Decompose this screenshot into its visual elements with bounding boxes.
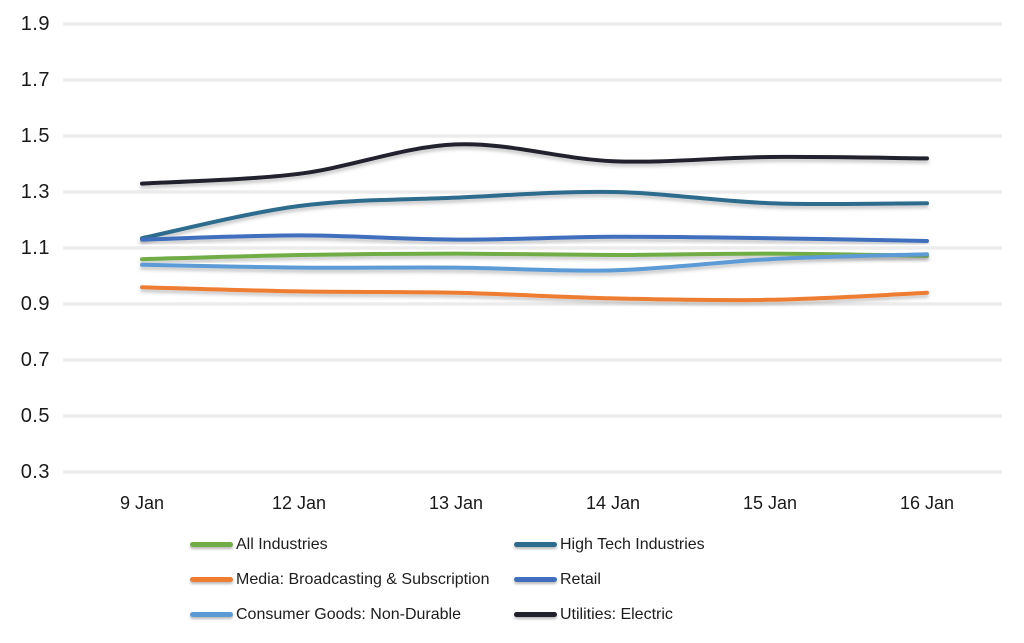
y-axis-tick-label: 1.3	[20, 181, 50, 203]
legend-label: Media: Broadcasting & Subscription	[236, 570, 490, 588]
gridlines	[63, 22, 1002, 474]
x-axis-tick-label: 13 Jan	[428, 493, 484, 513]
legend-swatch-utilities-electric	[514, 612, 557, 617]
y-axis-tick-label: 1.9	[20, 13, 50, 35]
legend-item-high-tech-industries: High Tech Industries	[514, 536, 705, 554]
series-line-utilities-electric	[140, 142, 929, 186]
x-axis-tick-label: 15 Jan	[742, 493, 798, 513]
series-line-high-tech-industries	[140, 189, 929, 241]
x-axis-tick-label: 14 Jan	[585, 493, 641, 513]
legend-label: Retail	[560, 570, 601, 588]
x-axis-tick-label: 16 Jan	[899, 493, 955, 513]
y-axis-tick-label: 1.5	[20, 125, 50, 147]
y-axis-tick-label: 0.5	[20, 405, 50, 427]
legend: All Industries Media: Broadcasting & Subs…	[190, 527, 705, 632]
legend-swatch-all-industries	[190, 542, 233, 547]
legend-label: Consumer Goods: Non-Durable	[236, 605, 461, 623]
y-axis-tick-label: 0.7	[20, 349, 50, 371]
y-axis-tick-label: 0.9	[20, 293, 50, 315]
legend-item-media-broadcasting-subscription: Media: Broadcasting & Subscription	[190, 571, 514, 589]
legend-item-retail: Retail	[514, 571, 705, 589]
y-axis-tick-label: 0.3	[20, 461, 50, 483]
legend-item-consumer-goods-non-durable: Consumer Goods: Non-Durable	[190, 606, 514, 624]
x-axis-tick-label: 9 Jan	[119, 493, 165, 513]
legend-item-all-industries: All Industries	[190, 536, 514, 554]
legend-swatch-retail	[514, 577, 557, 582]
legend-swatch-media-broadcasting-subscription	[190, 577, 233, 582]
legend-swatch-consumer-goods-non-durable	[190, 612, 233, 617]
series-line-media-broadcasting-subscription	[140, 285, 929, 303]
legend-swatch-high-tech-industries	[514, 542, 557, 547]
series-line-consumer-goods-non-durable	[140, 252, 929, 273]
legend-item-utilities-electric: Utilities: Electric	[514, 606, 705, 624]
legend-label: Utilities: Electric	[560, 605, 673, 623]
y-axis-tick-label: 1.1	[20, 237, 50, 259]
series-line-retail	[140, 233, 929, 243]
series-line-all-industries	[140, 251, 929, 262]
x-axis-tick-label: 12 Jan	[271, 493, 327, 513]
legend-label: All Industries	[236, 535, 328, 553]
series-lines	[140, 142, 929, 303]
y-axis-tick-label: 1.7	[20, 69, 50, 91]
legend-label: High Tech Industries	[560, 535, 705, 553]
